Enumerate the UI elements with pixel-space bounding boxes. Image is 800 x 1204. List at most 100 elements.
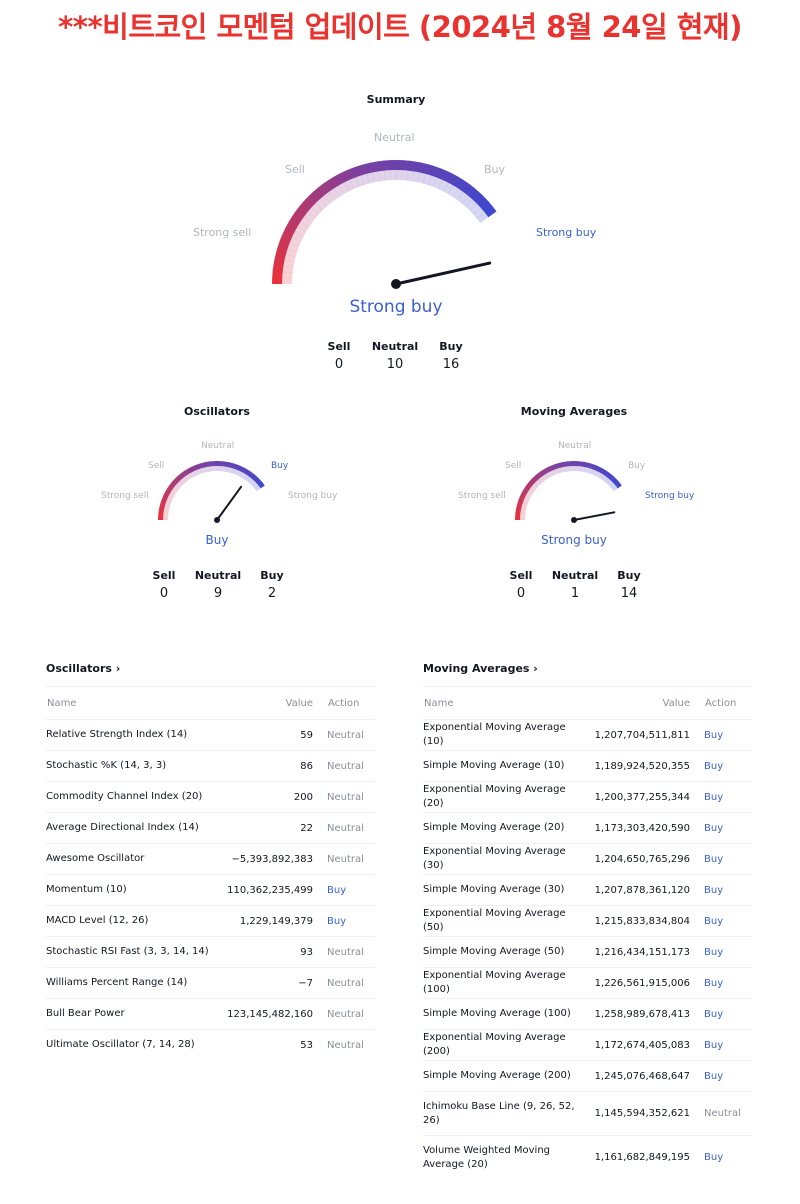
gauge-arc-segment [605,472,612,479]
indicator-action: Buy [704,1135,752,1179]
ma-table-link[interactable]: Moving Averages › [423,662,538,675]
indicator-name: Exponential Moving Average (50) [423,905,583,937]
gauge-arc-segment [500,237,503,244]
gauge-arc-pale-segment [568,466,572,472]
gauge-arc-pale-segment [282,265,294,274]
indicator-action: Buy [704,998,752,1030]
gauge-arc-segment [517,498,524,504]
gauge-arc-segment [317,183,330,196]
gauge-arc-segment [518,495,525,501]
label-strong-buy: Strong buy [536,226,597,239]
gauge-arc-segment [515,507,522,512]
indicator-action: Buy [327,905,375,937]
gauge-arc-pale-segment [289,237,302,247]
indicator-name: Volume Weighted Moving Average (20) [423,1135,583,1179]
gauge-arc-pale-segment [417,172,426,184]
indicator-name: Stochastic RSI Fast (3, 3, 14, 14) [46,936,216,968]
summary-title: Summary [366,93,426,106]
gauge-arc-pale-segment [360,173,370,186]
sell-label: Sell [327,340,351,353]
gauge-arc-segment [213,461,218,467]
indicator-action: Buy [704,967,752,999]
buy-count: 2 [267,586,277,601]
gauge-arc-segment [173,478,179,484]
table-row: Simple Moving Average (50) 1,216,434,151… [423,936,752,968]
gauge-arc-pale-segment [355,175,365,187]
gauge-arc-segment [534,474,541,480]
gauge-arc-pale-segment [473,207,485,219]
gauge-arc-pale-segment [282,277,293,284]
gauge-arc-pale-segment [465,199,477,211]
gauge-arc-pale-segment [552,469,557,476]
gauge-arc-segment [419,162,429,174]
oscillators-result: Buy [205,533,229,547]
table-row: Volume Weighted Moving Average (20) 1,16… [423,1135,752,1179]
gauge-arc-segment [544,467,550,474]
gauge-arc-segment [383,160,391,171]
oscillators-table-link[interactable]: Oscillators › [46,662,121,675]
indicator-name: Exponential Moving Average (10) [423,719,583,751]
gauge-arc-pale-segment [520,508,527,513]
gauge-arc-pale-segment [164,503,171,508]
gauge-arc-segment [219,461,224,467]
gauge-arc-segment [614,480,620,487]
column-header: Action [327,686,375,720]
gauge-arc-segment [497,232,501,238]
buy-label: Buy [617,569,641,582]
gauge-arc-segment [201,462,206,468]
gauge-arc-pale-segment [214,466,218,472]
gauge-arc-pale-segment [521,503,528,508]
gauge-arc-segment [241,467,247,474]
gauge-arc-segment [567,461,572,467]
gauge-arc-pale-segment [452,188,464,201]
gauge-arc-segment [280,233,292,244]
gauge-arc-segment [253,476,259,482]
gauge-arc-pale-segment [576,466,580,472]
gauge-arc-segment [233,463,239,470]
indicator-value: 1,207,704,511,811 [583,719,704,751]
indicator-value: 59 [216,719,327,751]
summary-needle [394,261,492,286]
gauge-arc-segment [285,221,298,233]
gauge-arc-pale-segment [554,468,559,475]
gauge-arc-segment [282,227,295,238]
sell-label: Sell [152,569,176,582]
gauge-arc-pale-segment [229,467,234,474]
gauge-arc-pale-segment [523,497,530,503]
table-row: Stochastic %K (14, 3, 3) 86 Neutral [46,750,375,782]
gauge-arc-segment [582,461,587,468]
gauge-arc-pale-segment [319,195,331,207]
indicator-value: 1,145,594,352,621 [583,1091,704,1136]
indicator-value: 1,161,682,849,195 [583,1135,704,1179]
gauge-arc-pale-segment [187,473,193,479]
gauge-arc-segment [550,464,555,471]
gauge-arc-pale-segment [294,226,307,237]
table-row: Simple Moving Average (200) 1,245,076,46… [423,1060,752,1092]
indicator-action: Buy [704,1029,752,1061]
table-row: Stochastic RSI Fast (3, 3, 14, 14) 93 Ne… [46,936,375,968]
gauge-arc-pale-segment [291,231,304,242]
gauge-arc-segment [244,468,250,475]
table-row: Exponential Moving Average (200) 1,172,6… [423,1029,752,1061]
indicator-name: Awesome Oscillator [46,843,216,875]
gauge-arc-segment [574,461,578,467]
gauge-arc-segment [504,248,507,255]
table-header: Name Value Action [423,686,752,720]
gauge-arc-segment [626,508,628,512]
gauge-arc-pale-segment [422,173,432,186]
gauge-arc-segment [458,180,470,192]
gauge-arc-pale-segment [180,477,187,484]
gauge-arc-segment [436,168,447,180]
gauge-arc-pale-segment [469,203,481,215]
gauge-arc-pale-segment [183,476,189,482]
gauge-arc-pale-segment [211,466,215,472]
gauge-arc-pale-segment [476,212,489,224]
table-row: Simple Moving Average (30) 1,207,878,361… [423,874,752,906]
table-row: Ultimate Oscillator (7, 14, 28) 53 Neutr… [46,1029,375,1060]
indicator-action: Neutral [327,719,375,751]
gauge-arc-segment [615,482,622,489]
gauge-arc-pale-segment [557,467,562,474]
gauge-arc-pale-segment [600,474,606,481]
label-strong-buy: Strong buy [645,491,695,501]
indicator-name: Momentum (10) [46,874,216,906]
